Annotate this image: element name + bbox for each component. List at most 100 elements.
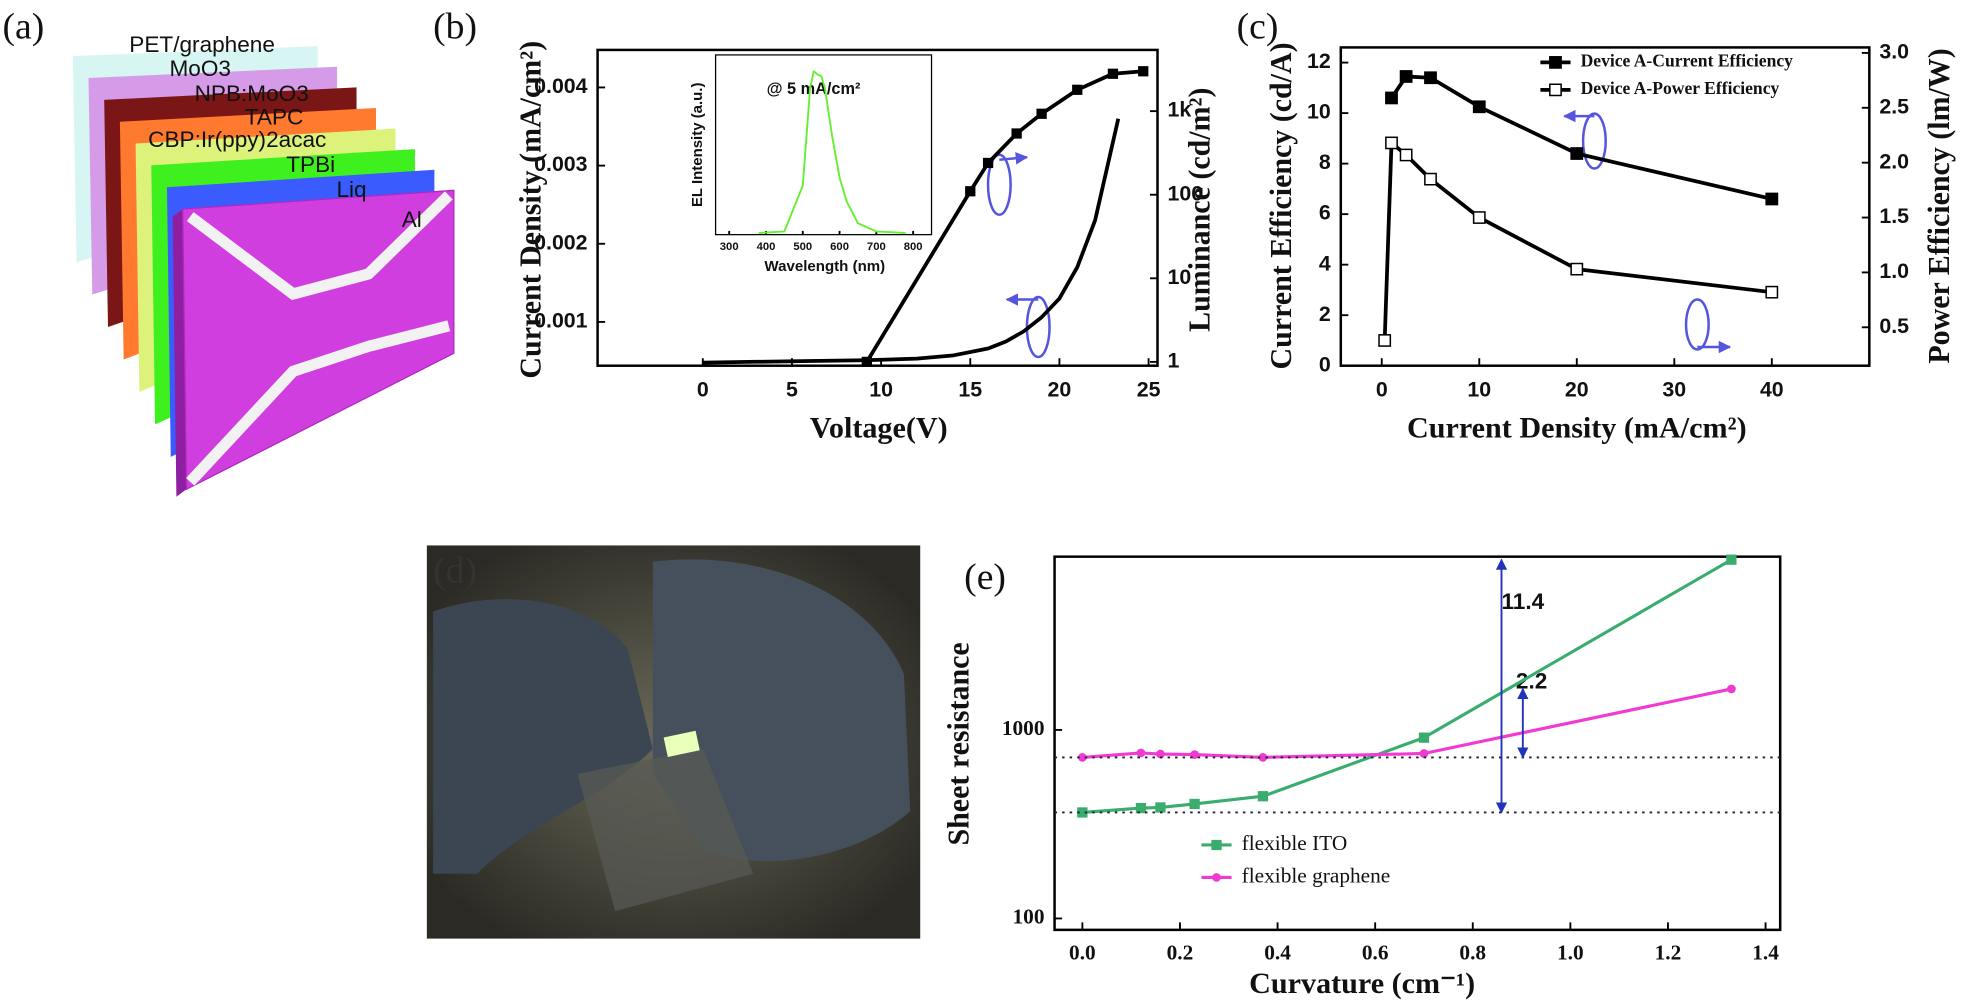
- layer-label: CBP:Ir(ppy)2acac: [148, 127, 326, 152]
- y2-tick-label: 1.0: [1879, 259, 1909, 283]
- marker: [1378, 334, 1392, 347]
- y-tick-label: 6: [1319, 201, 1331, 225]
- layer-label: TPBi: [286, 152, 335, 177]
- layer-label: MoO3: [169, 56, 231, 81]
- x-tick-label: 700: [867, 241, 886, 253]
- x-tick-label: 800: [904, 241, 923, 253]
- legend-marker: [1549, 56, 1562, 69]
- series-line: [758, 70, 906, 234]
- y2-tick-label: 2.5: [1879, 94, 1909, 118]
- legend-label: Device A-Current Efficiency: [1581, 50, 1794, 70]
- plot-frame: [1053, 555, 1782, 932]
- x-tick-label: 40: [1760, 377, 1784, 401]
- panel-label: (e): [964, 557, 1006, 598]
- layer-label: Al: [402, 207, 422, 232]
- marker: [1072, 84, 1083, 95]
- legend-marker: [1549, 83, 1562, 97]
- x-tick-label: 30: [1662, 377, 1686, 401]
- marker: [1257, 791, 1269, 802]
- marker: [1726, 554, 1737, 565]
- marker: [1138, 66, 1149, 77]
- y2-tick-label: 1.5: [1879, 204, 1909, 228]
- x-tick-label: 10: [1467, 377, 1491, 401]
- marker: [1727, 684, 1736, 694]
- marker: [965, 186, 976, 197]
- chart: 0 5 10 15 20 25 0.001 0.002 0.003 0.004 1 10 100 1k Vo…: [433, 7, 1217, 445]
- series-line: [702, 118, 1121, 365]
- marker: [1418, 732, 1430, 743]
- device-stack: PET/grapheneMoO3NPB:MoO3TAPCCBP:Ir(ppy)2…: [72, 32, 455, 497]
- y-tick-label: 10: [1307, 100, 1331, 124]
- x-tick-label: 20: [1048, 377, 1072, 401]
- x-tick-label: 0: [1376, 377, 1388, 401]
- series-line: [1082, 558, 1733, 815]
- legend-label: flexible graphene: [1242, 863, 1391, 887]
- y-axis-title: Sheet resistance: [942, 642, 975, 845]
- x-tick-label: 300: [720, 241, 739, 253]
- y2-axis-title: Power Efficiency (lm/W): [1923, 48, 1956, 363]
- chart: 300 400 500 600 700 800 Wavelength (nm) EL Inte…: [689, 54, 933, 275]
- axis-marker: [986, 153, 1012, 216]
- x-tick-label: 10: [869, 377, 893, 401]
- y-axis-title: EL Intensity (a.u.): [689, 83, 706, 208]
- marker: [1011, 128, 1022, 139]
- x-tick-label: 0.0: [1069, 941, 1096, 965]
- legend-label: flexible ITO: [1242, 831, 1348, 855]
- panel-label: (d): [433, 551, 477, 592]
- marker: [1156, 749, 1165, 759]
- marker: [1570, 262, 1584, 276]
- x-tick-label: 0: [697, 377, 709, 401]
- y-axis-title: Current Density (mA/cm²): [514, 41, 547, 379]
- annotation: 11.4: [1501, 589, 1544, 614]
- legend-marker: [1212, 873, 1221, 882]
- legend-label: Device A-Power Efficiency: [1581, 78, 1780, 98]
- x-axis-title: Voltage(V): [810, 412, 948, 445]
- y-tick-label: 8: [1319, 150, 1331, 174]
- chart: 0 10 20 30 40 0 2 4 6 8 10 12 0.5 1.0 1.5 2.0 2.5 3.0 Curr…: [1237, 7, 1956, 445]
- marker: [1424, 71, 1437, 85]
- marker: [861, 356, 872, 367]
- marker: [1385, 91, 1398, 105]
- marker: [1107, 68, 1119, 79]
- y-tick-label: 100: [1013, 904, 1045, 928]
- marker: [982, 157, 994, 169]
- y2-tick-label: 3.0: [1879, 40, 1909, 64]
- y-tick-label: 0.003: [534, 152, 588, 176]
- marker: [1765, 285, 1779, 299]
- marker: [1036, 108, 1047, 119]
- y-axis-title: Current Efficiency (cd/A): [1265, 42, 1298, 369]
- y-tick-label: 0: [1319, 352, 1331, 376]
- y-tick-label: 1000: [1002, 716, 1045, 740]
- marker: [1385, 136, 1398, 150]
- arrow: [999, 152, 1029, 165]
- marker: [1472, 100, 1486, 114]
- axis-marker: [1684, 298, 1710, 351]
- electrode-stripe: [186, 191, 453, 301]
- layer-label: NPB:MoO3: [195, 81, 309, 106]
- y-tick-label: 12: [1307, 49, 1331, 73]
- y-tick-label: 0.001: [534, 309, 588, 333]
- x-tick-label: 400: [757, 241, 776, 253]
- marker: [1155, 802, 1166, 813]
- marker: [1765, 192, 1779, 206]
- x-tick-label: 600: [830, 241, 849, 253]
- marker: [1424, 172, 1437, 186]
- x-tick-label: 1.2: [1655, 941, 1682, 965]
- layer-label: TAPC: [245, 105, 304, 130]
- x-tick-label: 5: [786, 377, 798, 401]
- x-tick-label: 1.4: [1752, 941, 1779, 965]
- y2-axis-title: Luminance (cd/m²): [1184, 88, 1217, 332]
- marker: [1399, 148, 1413, 162]
- panel-label: (a): [3, 7, 45, 48]
- series-line: [1382, 141, 1773, 341]
- x-tick-label: 500: [793, 241, 812, 253]
- x-tick-label: 0.6: [1362, 941, 1389, 965]
- axis-marker: [1581, 112, 1607, 170]
- y-tick-label: 0.004: [534, 74, 588, 98]
- y2-tick-label: 0.5: [1879, 314, 1909, 338]
- x-tick-label: 15: [958, 377, 982, 401]
- marker: [1136, 748, 1146, 758]
- y2-tick-label: 1k: [1168, 98, 1192, 122]
